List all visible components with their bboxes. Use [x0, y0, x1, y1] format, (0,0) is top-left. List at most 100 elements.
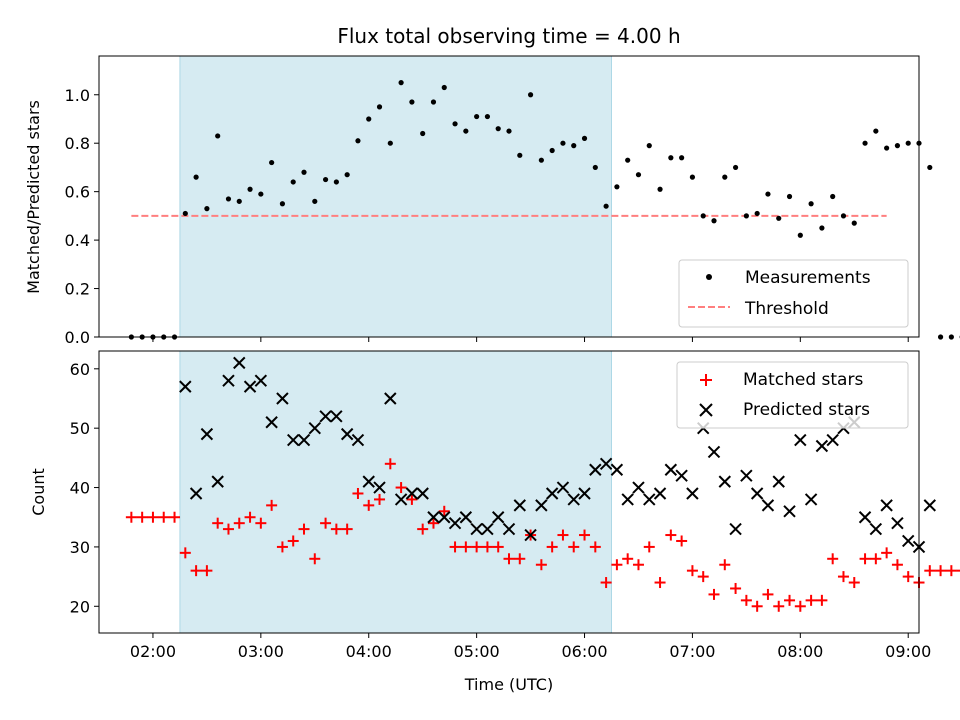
matched-star-point: [611, 559, 623, 571]
measurement-point: [236, 198, 242, 204]
measurement-point: [376, 104, 383, 110]
matched-star-point: [212, 517, 224, 529]
predicted-star-point: [880, 499, 893, 512]
matched-star-point: [859, 553, 871, 565]
x-tick-label: 03:00: [238, 642, 284, 661]
predicted-star-point: [297, 433, 311, 447]
legend-matched-label: Matched stars: [743, 370, 863, 390]
predicted-star-point: [319, 410, 332, 423]
measurement-point: [258, 191, 264, 197]
matched-star-point: [352, 487, 364, 499]
predicted-star-point: [427, 511, 440, 524]
x-tick-label: 06:00: [561, 642, 607, 661]
predicted-star-point: [394, 493, 408, 506]
measurement-point: [711, 218, 717, 224]
matched-star-point: [697, 571, 709, 583]
matched-star-point: [870, 553, 882, 565]
measurement-point: [862, 140, 868, 146]
matched-star-point: [125, 511, 137, 523]
x-tick-label: 05:00: [454, 642, 500, 661]
observing-window-shade: [179, 55, 612, 338]
matched-star-point: [147, 511, 159, 523]
matched-star-point: [384, 458, 396, 470]
matched-star-point: [481, 541, 493, 553]
legend-matched-marker: [700, 374, 712, 386]
measurement-point: [765, 191, 771, 197]
predicted-star-point: [243, 380, 257, 393]
predicted-star-point: [869, 522, 883, 536]
measurement-point: [948, 334, 954, 340]
predicted-star-point: [265, 416, 278, 429]
matched-star-point: [827, 553, 839, 565]
measurement-point: [592, 164, 598, 171]
predicted-star-point: [222, 374, 235, 387]
matched-star-point: [298, 523, 310, 535]
matched-star-point: [287, 535, 299, 547]
predicted-star-point: [276, 392, 289, 405]
measurement-point: [430, 99, 437, 105]
matched-star-point: [363, 499, 375, 511]
measurement-point: [808, 201, 814, 207]
top-ytick-label: 0.4: [65, 231, 90, 250]
bottom-legend-box: [676, 361, 909, 429]
predicted-star-point: [589, 463, 602, 476]
matched-star-point: [244, 511, 256, 523]
legend-measurements-label: Measurements: [745, 268, 871, 288]
measurement-point: [689, 174, 696, 180]
matched-star-point: [935, 565, 947, 577]
matched-star-point: [471, 541, 483, 553]
matched-star-point: [665, 529, 677, 541]
measurement-point: [506, 128, 512, 134]
predicted-star-point: [858, 511, 872, 524]
matched-star-point: [730, 582, 742, 594]
legend-measurements-marker: [706, 274, 712, 280]
bottom-ytick-label: 30: [70, 538, 90, 557]
predicted-star-point: [287, 433, 300, 447]
matched-star-point: [179, 547, 191, 559]
legend-predicted-label: Predicted stars: [743, 400, 870, 420]
measurement-point: [668, 155, 674, 161]
x-axis-label: Time (UTC): [464, 675, 553, 694]
measurement-point: [743, 213, 749, 219]
predicted-star-point: [761, 499, 775, 512]
predicted-star-point: [815, 439, 829, 453]
measurement-point: [549, 147, 555, 154]
measurement-point: [657, 186, 663, 192]
measurement-point: [884, 145, 890, 151]
matched-star-point: [654, 577, 666, 589]
matched-star-point: [956, 569, 960, 572]
matched-star-point: [557, 529, 569, 541]
matched-star-point: [190, 565, 202, 577]
predicted-star-point: [772, 475, 785, 488]
measurement-point: [937, 334, 944, 340]
matched-star-point: [676, 535, 688, 547]
top-y-axis-label: Matched/Predicted stars: [24, 100, 43, 294]
predicted-star-point: [492, 511, 505, 524]
predicted-star-point: [567, 493, 580, 506]
measurement-point: [581, 135, 588, 141]
matched-star-point: [924, 565, 936, 577]
measurement-point: [225, 196, 232, 202]
predicted-star-point: [707, 445, 721, 459]
predicted-star-point: [902, 534, 915, 548]
matched-star-point: [255, 517, 267, 529]
matched-star-point: [816, 594, 828, 606]
measurement-point: [732, 164, 739, 171]
matched-star-point: [503, 553, 515, 565]
matched-star-point: [600, 577, 612, 589]
matched-star-point: [643, 541, 655, 553]
matched-star-point: [546, 541, 558, 553]
measurement-point: [873, 128, 879, 134]
predicted-star-point: [729, 522, 742, 536]
predicted-star-point: [675, 469, 688, 482]
matched-star-point: [309, 553, 321, 565]
bottom-y-axis-label: Count: [29, 468, 48, 516]
matched-star-point: [169, 511, 181, 523]
predicted-star-point: [653, 487, 667, 500]
measurement-point: [797, 232, 803, 238]
predicted-star-point: [481, 522, 494, 536]
predicted-star-point: [621, 493, 634, 506]
top-legend: Measurements Threshold: [678, 259, 909, 328]
measurement-point: [786, 193, 793, 200]
